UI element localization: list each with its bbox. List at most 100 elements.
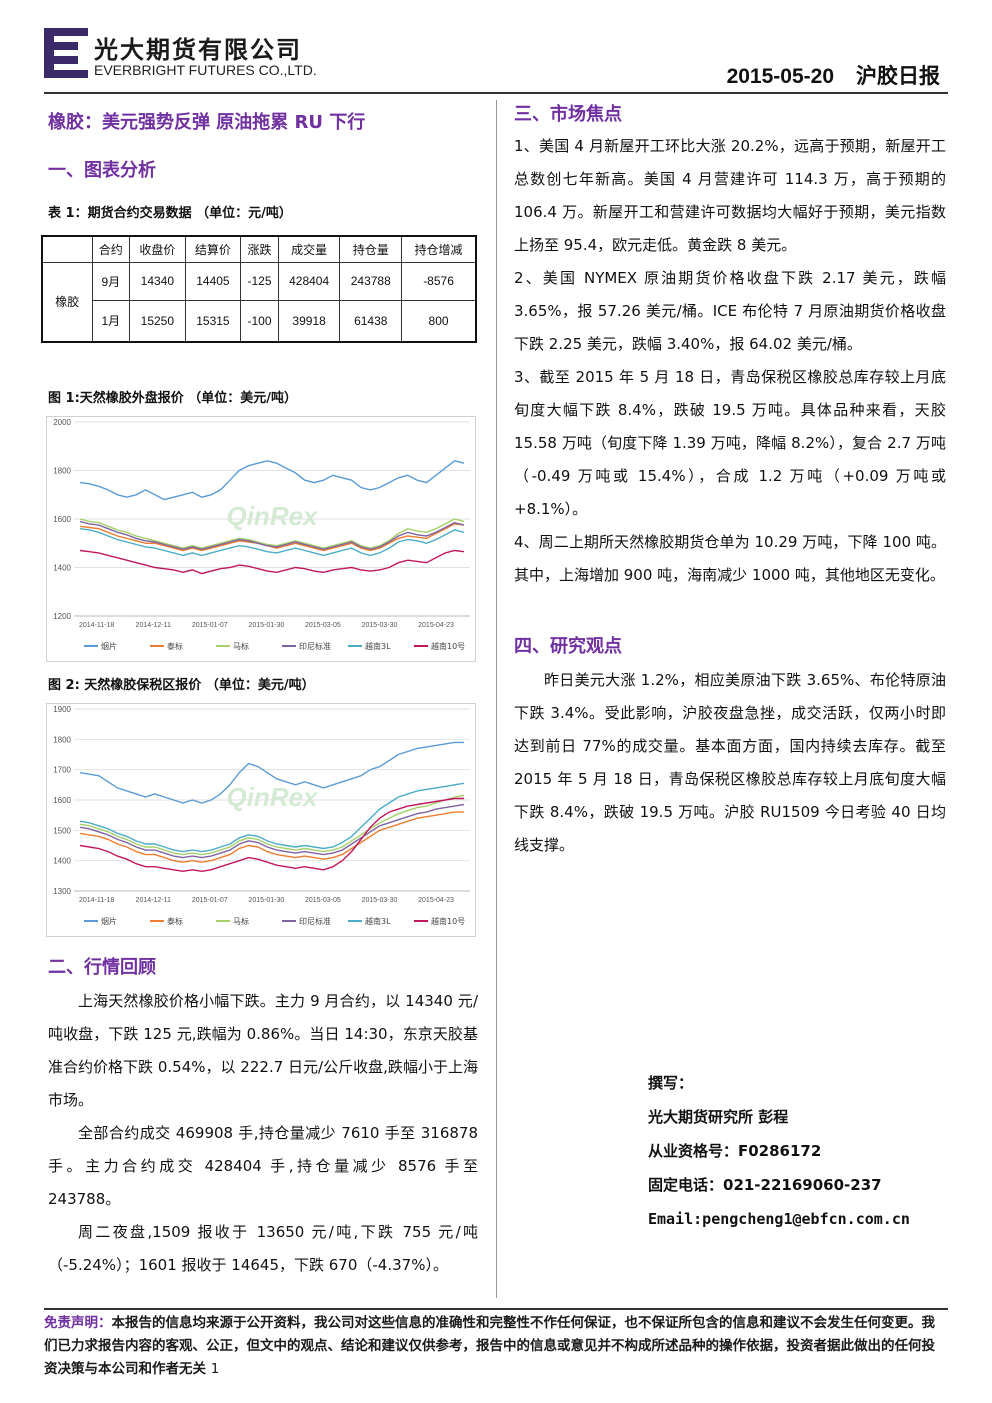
table-cell: 800	[401, 299, 478, 343]
table1-caption: 表 1：期货合约交易数据 （单位：元/吨）	[48, 206, 292, 221]
series-line-3	[79, 803, 465, 859]
figure2-caption: 图 2: 天然橡胶保税区报价 （单位：美元/吨）	[48, 678, 315, 693]
company-name-cn: 光大期货有限公司	[94, 36, 302, 64]
report-title: 沪胶日报	[856, 64, 940, 88]
company-name-en: EVERBRIGHT FUTURES CO.,LTD.	[94, 62, 317, 78]
legend-label: 印尼标准	[299, 916, 331, 926]
legend-label: 泰标	[167, 916, 183, 926]
series-line-5	[79, 797, 464, 873]
report-header: 2015-05-20 沪胶日报	[727, 60, 940, 90]
x-tick-label: 2015-01-07	[192, 897, 228, 904]
legend-label: 马标	[233, 641, 249, 651]
author-license: 从业资格号：F0286172	[648, 1142, 822, 1160]
chart-frame	[46, 703, 476, 937]
series-line-0	[79, 460, 465, 501]
author-label: 撰写：	[648, 1074, 694, 1092]
author-name: 光大期货研究所 彭程	[648, 1108, 789, 1126]
y-tick-label: 1400	[53, 564, 71, 573]
table-cell: 14405	[184, 261, 242, 301]
review-paragraph: 上海天然橡胶价格小幅下跌。主力 9 月合约，以 14340 元/吨收盘，下跌 1…	[48, 992, 478, 1109]
x-tick-label: 2014-11-18	[79, 897, 114, 904]
col-header: 涨跌	[240, 235, 279, 263]
legend-label: 马标	[233, 916, 249, 926]
table-cell: -100	[240, 299, 279, 343]
futures-table: 合约 收盘价 结算价 涨跌 成交量 持仓量 持仓增减 橡胶 9月 14340 1…	[41, 235, 478, 343]
legend-label: 越南10号	[431, 641, 465, 651]
section3-body: 1、美国 4 月新屋开工环比大涨 20.2%，远高于预期，新屋开工总数创七年新高…	[514, 130, 946, 592]
series-line-5	[79, 549, 465, 575]
author-phone: 固定电话：021-22169060-237	[648, 1176, 882, 1194]
figure2-chart: QinRex 1300 1400 1500 1600 1700 1800 1900 2014-1…	[46, 703, 478, 937]
table-row: 橡胶 9月 14340 14405 -125 428404 243788 -85…	[41, 261, 478, 343]
figure1-chart: QinRex 1200 1400 1600 1800 2000 2014-11-18 2014…	[46, 416, 478, 662]
legend-label: 烟片	[101, 641, 117, 651]
legend-label: 越南3L	[365, 641, 391, 651]
y-tick-label: 1400	[53, 857, 71, 866]
company-logo	[44, 28, 88, 78]
chart-watermark: QinRex	[226, 782, 319, 812]
x-tick-label: 2014-12-11	[136, 897, 171, 904]
x-tick-label: 2014-12-11	[136, 622, 171, 629]
left-column: 橡胶：美元强势反弹 原油拖累 RU 下行 一、图表分析 表 1：期货合约交易数据…	[41, 104, 478, 1282]
review-paragraph: 全部合约成交 469908 手,持仓量减少 7610 手至 316878 手。主…	[48, 1124, 478, 1208]
table-cell: 9月	[91, 261, 131, 301]
section3-title: 三、市场焦点	[514, 104, 622, 125]
x-tick-label: 2015-01-30	[248, 622, 284, 629]
chart-frame	[46, 416, 476, 662]
section2-body: 上海天然橡胶价格小幅下跌。主力 9 月合约，以 14340 元/吨收盘，下跌 1…	[48, 985, 478, 1282]
x-tick-label: 2015-01-30	[248, 897, 284, 904]
section4-title: 四、研究观点	[514, 636, 622, 657]
col-header: 结算价	[184, 235, 242, 263]
author-email: Email:pengcheng1@ebfcn.com.cn	[648, 1210, 910, 1228]
column-divider	[496, 100, 497, 1298]
section2-title: 二、行情回顾	[48, 957, 156, 978]
focus-item: 3、截至 2015 年 5 月 18 日，青岛保税区橡胶总库存较上月底旬度大幅下…	[514, 368, 946, 518]
table-cell: -125	[240, 261, 279, 301]
table-cell: 61438	[339, 299, 403, 343]
table-header-row: 合约 收盘价 结算价 涨跌 成交量 持仓量 持仓增减	[41, 235, 478, 263]
disclaimer-text: 本报告的信息均来源于公开资料，我公司对这些信息的准确性和完整性不作任何保证，也不…	[44, 1315, 935, 1377]
x-tick-label: 2015-03-30	[362, 897, 398, 904]
y-tick-label: 1500	[53, 826, 71, 835]
series-line-1	[79, 811, 464, 863]
y-tick-label: 1300	[53, 887, 71, 896]
x-tick-label: 2015-03-30	[362, 622, 398, 629]
col-header: 成交量	[277, 235, 341, 263]
series-line-2	[79, 794, 465, 856]
disclaimer: 免责声明：本报告的信息均来源于公开资料，我公司对这些信息的准确性和完整性不作任何…	[44, 1308, 948, 1381]
y-tick-label: 1600	[53, 796, 71, 805]
table-cell: 428404	[277, 261, 341, 301]
table-cell: 14340	[129, 261, 186, 301]
col-header: 持仓量	[339, 235, 403, 263]
series-line-2	[79, 518, 465, 549]
col-header: 合约	[91, 235, 131, 263]
col-header: 收盘价	[129, 235, 186, 263]
legend-label: 烟片	[101, 916, 117, 926]
review-paragraph: 周二夜盘,1509 报收于 13650 元/吨,下跌 755 元/吨（-5.24…	[48, 1223, 478, 1274]
legend-label: 泰标	[167, 641, 183, 651]
x-tick-label: 2015-04-23	[418, 897, 454, 904]
main-title: 橡胶：美元强势反弹 原油拖累 RU 下行	[48, 112, 366, 133]
legend-label: 越南3L	[365, 916, 391, 926]
research-view-paragraph: 昨日美元大涨 1.2%，相应美原油下跌 3.65%、布伦特原油下跌 3.4%。受…	[514, 671, 946, 854]
table-cell: 243788	[339, 261, 403, 301]
x-tick-label: 2015-03-05	[305, 897, 341, 904]
table-cell: 15250	[129, 299, 186, 343]
product-cell: 橡胶	[41, 261, 93, 343]
table-cell: 1月	[91, 299, 131, 343]
y-tick-label: 1900	[53, 705, 71, 714]
focus-item: 2、美国 NYMEX 原油期货价格收盘下跌 2.17 美元，跌幅 3.65%，报…	[514, 269, 946, 353]
y-tick-label: 1200	[53, 612, 71, 621]
header-divider	[44, 92, 948, 94]
y-tick-label: 1700	[53, 766, 71, 775]
x-tick-label: 2015-03-05	[305, 622, 341, 629]
y-tick-label: 1600	[53, 515, 71, 524]
x-tick-label: 2015-04-23	[418, 622, 454, 629]
series-line-0	[79, 741, 464, 804]
table-cell: 15315	[184, 299, 242, 343]
table-cell: -8576	[401, 261, 478, 301]
disclaimer-label: 免责声明：	[44, 1315, 112, 1331]
col-header: 持仓增减	[401, 235, 478, 263]
series-line-4	[79, 528, 465, 557]
table-row: 1月 15250 15315 -100 39918 61438 800	[42, 299, 478, 343]
